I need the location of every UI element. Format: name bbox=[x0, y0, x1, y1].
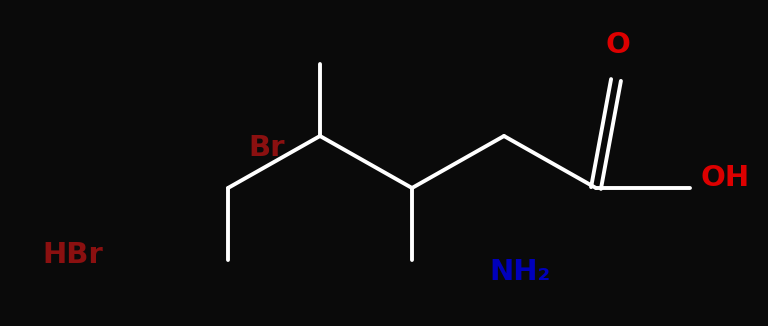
Text: Br: Br bbox=[248, 134, 284, 162]
Text: HBr: HBr bbox=[42, 241, 103, 269]
Text: NH₂: NH₂ bbox=[489, 258, 551, 286]
Text: OH: OH bbox=[700, 164, 749, 192]
Text: O: O bbox=[605, 31, 631, 59]
